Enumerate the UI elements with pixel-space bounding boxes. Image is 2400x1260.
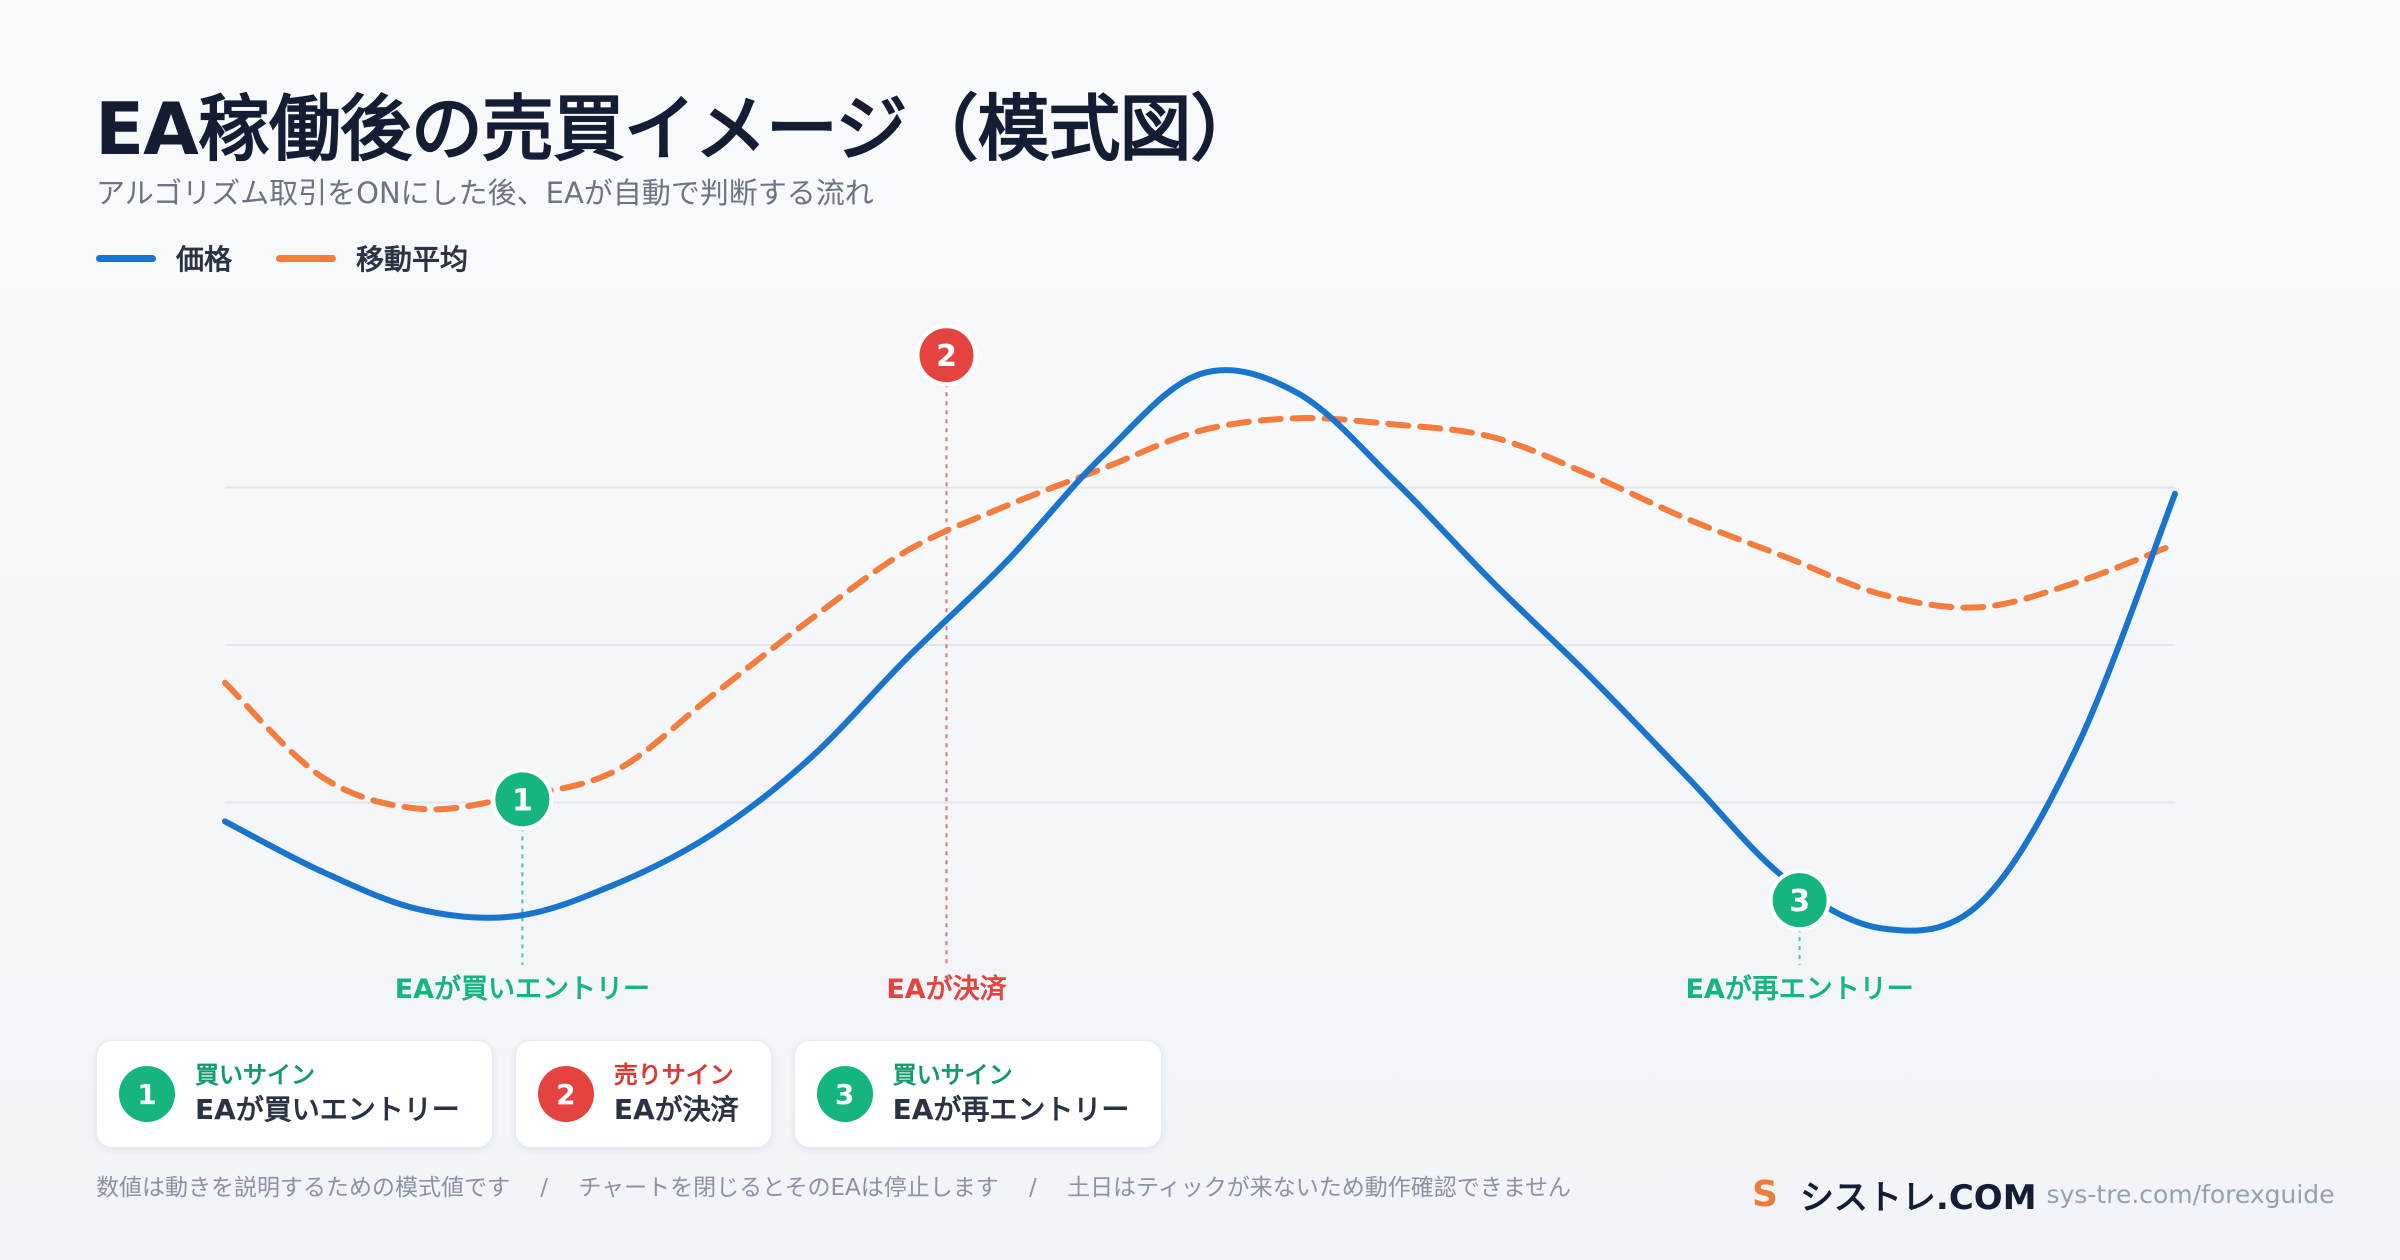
card-kind-label: 買いサイン (892, 1061, 1013, 1089)
legend-item-moving-average: 移動平均 (276, 238, 468, 278)
card-kind-label: 買いサイン (195, 1061, 315, 1089)
page-title: EA稼働後の売買イメージ（模式図） (95, 87, 1262, 171)
annotation-marker (495, 772, 550, 827)
annotation-marker (1772, 873, 1827, 928)
series-line-moving-average (222, 415, 2178, 813)
signal-card: 3 買いサイン EAが再エントリー (793, 1040, 1163, 1148)
card-description: EAが買いエントリー (195, 1093, 460, 1126)
card-number-badge: 1 (119, 1066, 175, 1122)
annotation-marker (919, 328, 974, 383)
card-number-badge: 2 (537, 1066, 594, 1122)
card-description: EAが決済 (613, 1093, 739, 1126)
signal-cards: 1 買いサイン EAが買いエントリー 2 売りサイン EAが決済 3 買いサイン… (96, 1040, 1184, 1148)
annotation-label: EAが決済 (886, 973, 1007, 1005)
card-number-badge: 3 (816, 1066, 873, 1122)
legend-swatch-moving-average (276, 254, 337, 262)
brand: S シストレ.COM sys-tre.com/forexguide (1752, 1170, 2335, 1219)
annotation-number: 2 (936, 339, 957, 374)
legend-label-moving-average: 移動平均 (356, 243, 469, 276)
legend-swatch-price (96, 254, 156, 262)
annotation-label: EAが再エントリー (1685, 973, 1913, 1005)
brand-name: シストレ.COM (1799, 1178, 2037, 1218)
legend-label-price: 価格 (176, 243, 233, 276)
annotation-number: 1 (512, 783, 533, 818)
annotation-label: EAが買いエントリー (395, 973, 650, 1005)
footnote: 数値は動きを説明するための模式値です / チャートを閉じるとそのEAは停止します… (96, 1175, 1572, 1201)
brand-url: sys-tre.com/forexguide (2046, 1180, 2335, 1209)
chart-legend: 価格 移動平均 (96, 238, 512, 278)
card-description: EAが再エントリー (892, 1093, 1130, 1126)
signal-card: 2 売りサイン EAが決済 (514, 1040, 772, 1148)
brand-logo-icon: S (1752, 1174, 1778, 1215)
line-chart: 1 EAが買いエントリー 2 EAが決済 3 EAが再エントリー (222, 328, 2178, 1005)
annotation-number: 3 (1789, 884, 1810, 919)
signal-card: 1 買いサイン EAが買いエントリー (96, 1040, 493, 1148)
page-subtitle: アルゴリズム取引をONにした後、EAが自動で判断する流れ (96, 176, 874, 210)
series-line-price (222, 367, 2178, 934)
card-kind-label: 売りサイン (613, 1061, 734, 1089)
legend-item-price: 価格 (96, 238, 232, 278)
